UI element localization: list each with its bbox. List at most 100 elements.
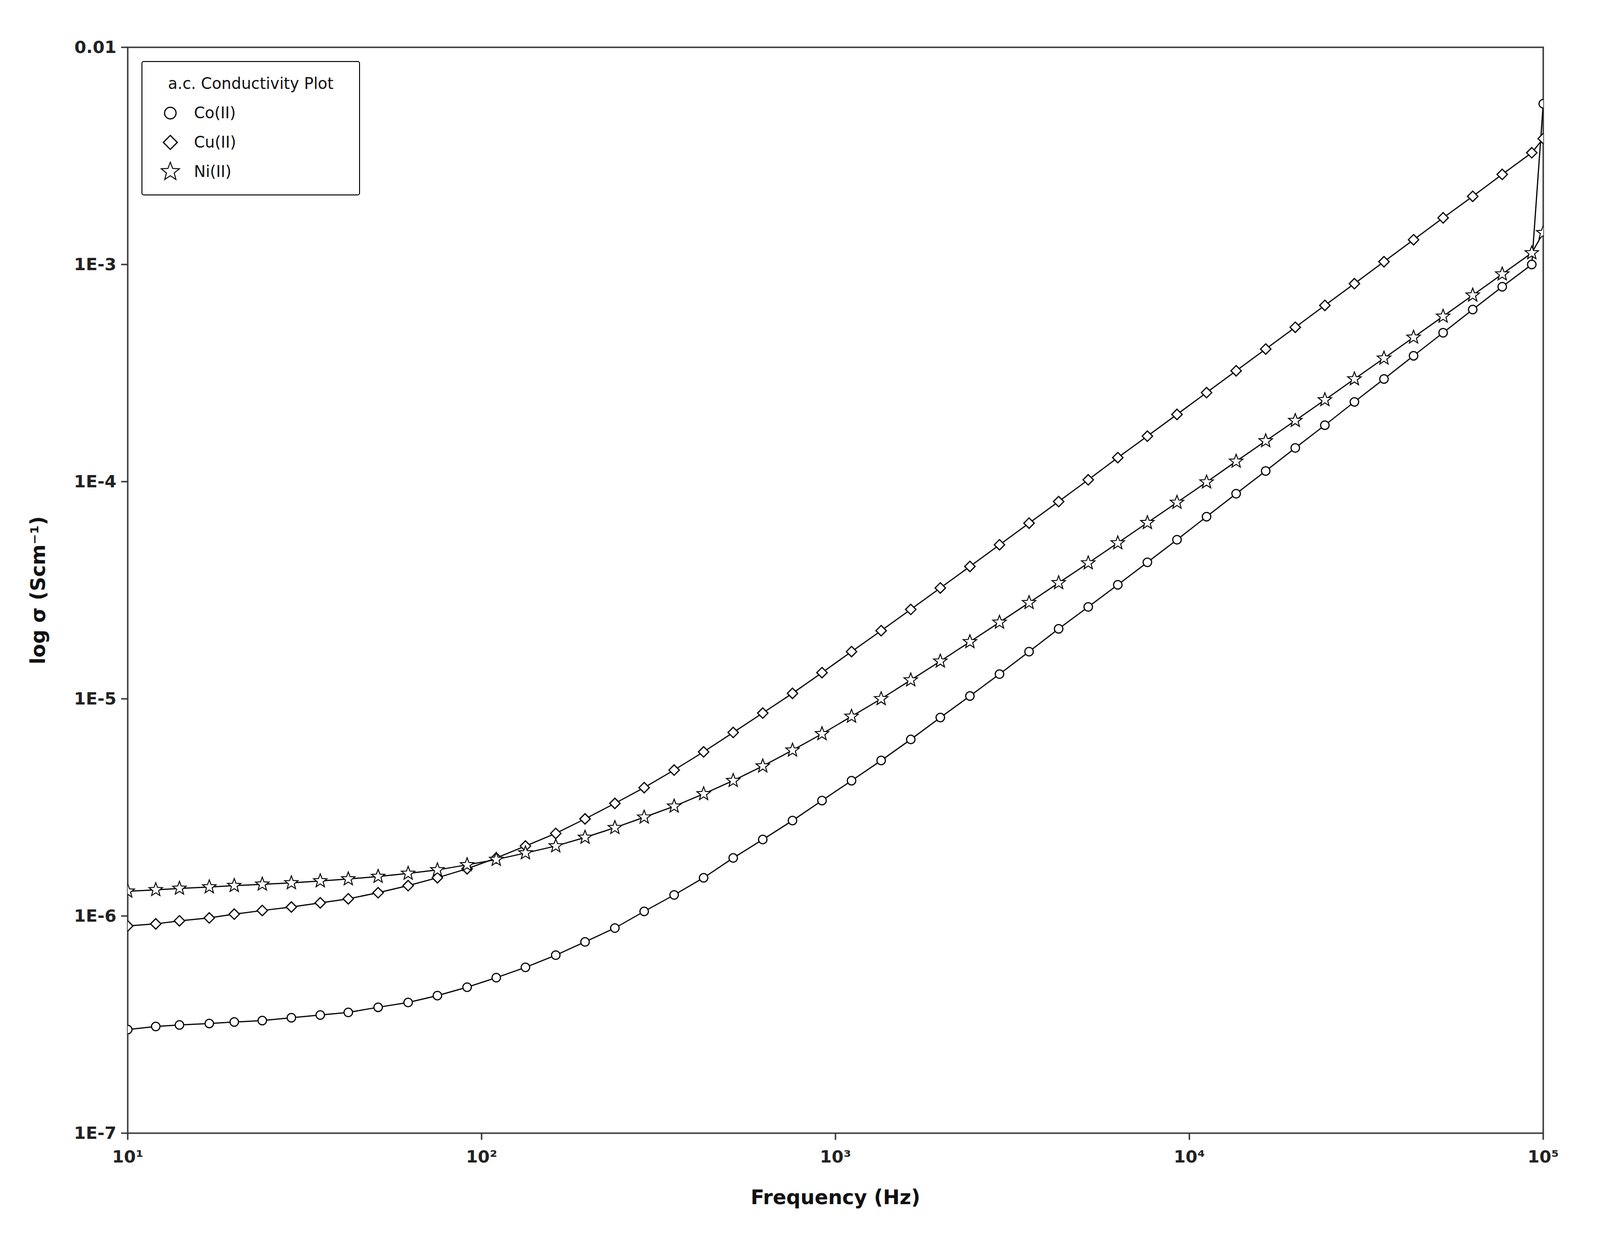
legend-label: Ni(II) [193,162,232,181]
data-point [815,726,829,740]
data-point [462,983,472,992]
data-point [639,782,650,793]
legend: a.c. Conductivity PlotCo(II)Cu(II)Ni(II) [141,61,360,195]
data-point [1258,433,1273,447]
data-point [756,758,770,772]
data-point [1526,147,1538,159]
data-point [667,799,682,812]
data-point [1347,371,1362,385]
plot-frame [127,47,1544,1134]
y-tick [121,1132,128,1135]
data-point [518,845,533,859]
x-tick-label: 10⁴ [1173,1146,1205,1167]
data-point [492,973,501,982]
data-point [403,880,414,891]
data-point [343,1008,353,1017]
data-point [935,582,946,594]
data-point [316,1010,325,1020]
data-point [963,634,977,648]
y-tick [121,46,128,49]
background [0,0,1600,1242]
data-point [315,897,326,908]
legend-marker [161,162,180,180]
data-point [698,746,709,757]
series-line [127,232,1544,892]
data-point [1378,256,1390,267]
data-point [1409,351,1418,361]
data-point [1023,518,1035,529]
data-point [1377,351,1391,364]
data-point [1320,421,1329,430]
y-tick-label: 1E-7 [73,1123,117,1143]
data-point [287,1013,296,1022]
data-point [371,869,386,883]
data-point [1349,278,1360,290]
data-point [313,873,328,887]
data-point [430,862,445,876]
data-point [1466,288,1480,301]
data-point [257,1016,267,1025]
data-point [1022,595,1037,609]
series-line [127,103,1544,1030]
legend-label: Cu(II) [193,132,237,152]
y-tick [121,481,128,483]
data-point [580,937,590,947]
data-point [1081,555,1096,569]
data-point [1467,191,1478,202]
x-tick-label: 10⁵ [1527,1146,1559,1167]
data-point [1054,624,1064,633]
data-point [1053,496,1064,507]
data-point [580,813,591,825]
data-point [1231,489,1241,498]
data-point [757,707,768,719]
data-point [965,691,975,701]
data-point [847,776,856,785]
data-point [1202,512,1211,521]
data-point [936,713,945,722]
data-point [401,866,415,880]
data-point [172,881,187,895]
data-point [1082,474,1094,485]
data-point [933,654,948,668]
data-point [1112,452,1124,463]
data-point [1261,466,1270,475]
x-tick [1542,1133,1545,1140]
data-point [904,672,918,686]
data-point [728,727,739,738]
data-point [1229,454,1244,467]
x-axis-label: Frequency (Hz) [750,1185,921,1209]
x-tick [481,1133,483,1140]
chart-svg: 10¹10²10³10⁴10⁵1E-71E-61E-51E-41E-30.01F… [0,0,1600,1242]
data-point [342,893,354,905]
data-point [906,735,915,744]
data-point [1468,305,1477,314]
data-point [1290,322,1301,333]
data-point [1436,309,1451,323]
y-tick-label: 1E-6 [73,905,117,926]
data-point [1496,169,1508,180]
data-point [874,691,888,705]
data-point [994,539,1005,550]
data-point [640,906,649,916]
series [127,133,1544,932]
data-point [877,756,886,765]
data-point [404,998,413,1007]
data-point [1288,413,1303,427]
y-tick-label: 1E-4 [73,471,117,492]
y-tick [121,915,128,917]
data-point [1497,282,1507,291]
x-tick [1188,1133,1191,1140]
data-point [284,875,299,889]
data-point [787,687,798,699]
data-point [1140,515,1155,529]
data-point [1406,330,1421,343]
y-tick-label: 1E-5 [73,688,117,709]
data-point [1525,246,1539,259]
legend-marker [163,135,178,150]
legend-marker [164,107,176,119]
data-point [992,615,1007,628]
chart-container: 10¹10²10³10⁴10⁵1E-71E-61E-51E-41E-30.01F… [0,0,1600,1242]
data-point [876,625,887,636]
data-point [1230,365,1242,377]
x-tick-label: 10¹ [112,1146,144,1167]
